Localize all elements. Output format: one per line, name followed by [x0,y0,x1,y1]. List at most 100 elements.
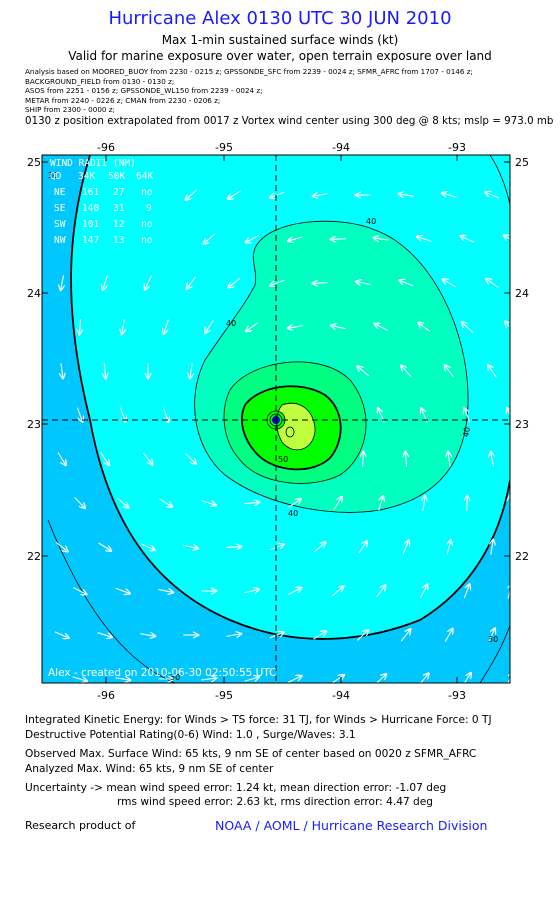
wind-vector [402,540,409,555]
contour-outer-line [489,155,510,206]
contour-label: 30 [170,673,180,682]
wind-vector [312,194,328,197]
wind-vector [420,673,429,683]
contour-outer-line [479,624,510,683]
lon-tick-label: -93 [448,141,466,154]
wind-vector [287,676,302,683]
lat-tick-label: 24 [515,287,529,300]
source-line: SHIP from 2300 - 0000 z; [25,105,115,114]
contour-40-line [194,220,469,513]
lon-tick-label: -95 [215,689,233,702]
wind-vector [358,541,368,554]
uncertainty-rms-line: rms wind speed error: 2.63 kt, rms direc… [117,796,434,808]
wind-vector [97,632,113,638]
lat-tick-label: 25 [27,156,41,169]
wind-vector [363,451,364,467]
wind-vector [423,495,425,511]
wind-vector [288,237,303,241]
wind-vector [444,628,453,642]
wind-vector [269,632,284,639]
wind-vector [104,363,105,378]
wind-vector [158,589,173,592]
wind-vector [442,193,457,198]
wind-vector [485,192,500,199]
contour-label: 40 [366,217,376,226]
source-line: METAR from 2240 - 0226 z; CMAN from 2230… [25,95,221,105]
wind-vector [57,452,66,465]
wind-vector [447,540,451,555]
wind-vector [227,190,241,199]
wind-radii-title: WIND RADII (NM) [50,158,136,169]
lat-tick-label: 23 [27,418,41,431]
wind-vector [140,543,155,550]
source-line: ASOS from 2251 - 0156 z; GPSSONDE_WL150 … [25,86,263,95]
contour-60-line [241,385,342,471]
wind-vector [463,584,469,599]
wind-vector [374,323,389,332]
lon-tick-label: -96 [97,689,115,702]
wind-vector [228,277,241,288]
wind-vector [488,628,495,643]
wind-vector [246,322,259,331]
wind-vector [186,276,197,289]
wind-vector [140,634,155,637]
axis-labels: -96 -95 -94 -93 -96 -95 -94 -93 25 24 23… [27,141,529,702]
lon-tick-label: -94 [332,141,350,154]
wind-vector [79,319,80,334]
wind-vector [98,542,111,551]
axis-ticks [42,155,510,683]
wind-vector [400,629,410,642]
wind-vector [270,191,285,198]
research-label: Research product of [25,819,136,832]
contour-50-line [223,361,367,484]
wind-radii-table: WIND RADII (NM) QD 34K 50K 64K NE 161 27… [50,158,153,246]
wind-vector [226,634,241,637]
wind-vector [405,451,406,467]
wind-vector [505,321,510,332]
wind-vector [183,545,198,548]
wind-vector [269,544,284,551]
wind-vector [190,363,192,378]
wind-vector [245,234,260,242]
wind-vector [201,500,217,506]
contour-30-line [70,155,510,640]
source-line: Analysis based on MOORED_BUOY from 2230 … [25,67,473,76]
wind-vector [72,586,87,594]
contour-label: 30 [48,171,58,180]
wind-radii-row: NW 147 13 no [54,235,153,246]
wind-vector [313,542,326,553]
wind-vector [444,365,455,378]
wind-vector [100,452,110,466]
wind-vector [419,584,427,599]
noaa-link[interactable]: NOAA / AOML / Hurricane Research Divisio… [215,818,488,833]
wind-vector [463,672,471,683]
analyzed-max-wind-line: Analyzed Max. Wind: 65 kts, 9 nm SE of c… [25,763,274,775]
wind-vector [330,325,346,328]
wind-vector [488,365,497,378]
wind-vector [142,452,153,465]
position-note: 0130 z position extrapolated from 0017 z… [25,115,554,127]
wind-vector [61,363,63,378]
wind-vectors [54,189,510,683]
wind-vector [333,496,342,510]
wind-radii-row: NE 161 27 no [54,187,153,198]
wind-vector [201,678,216,680]
contour-label: 40 [461,426,472,438]
wind-vector [467,495,468,511]
wind-vector [417,237,432,242]
wind-vector [145,275,152,290]
contour-outer-line [47,519,176,683]
wind-vector [356,630,368,641]
wind-vector [54,631,69,638]
wind-vector [312,283,328,284]
wind-vector [103,275,108,291]
wind-vector [375,585,385,598]
wind-vector [287,587,302,596]
wind-vector [398,194,414,196]
wind-vector [373,238,389,240]
wind-vector [486,278,499,289]
wind-vector [55,541,68,552]
wind-vector [460,236,475,243]
wind-vector [464,408,471,423]
page-title: Hurricane Alex 0130 UTC 30 JUN 2010 [108,8,452,29]
